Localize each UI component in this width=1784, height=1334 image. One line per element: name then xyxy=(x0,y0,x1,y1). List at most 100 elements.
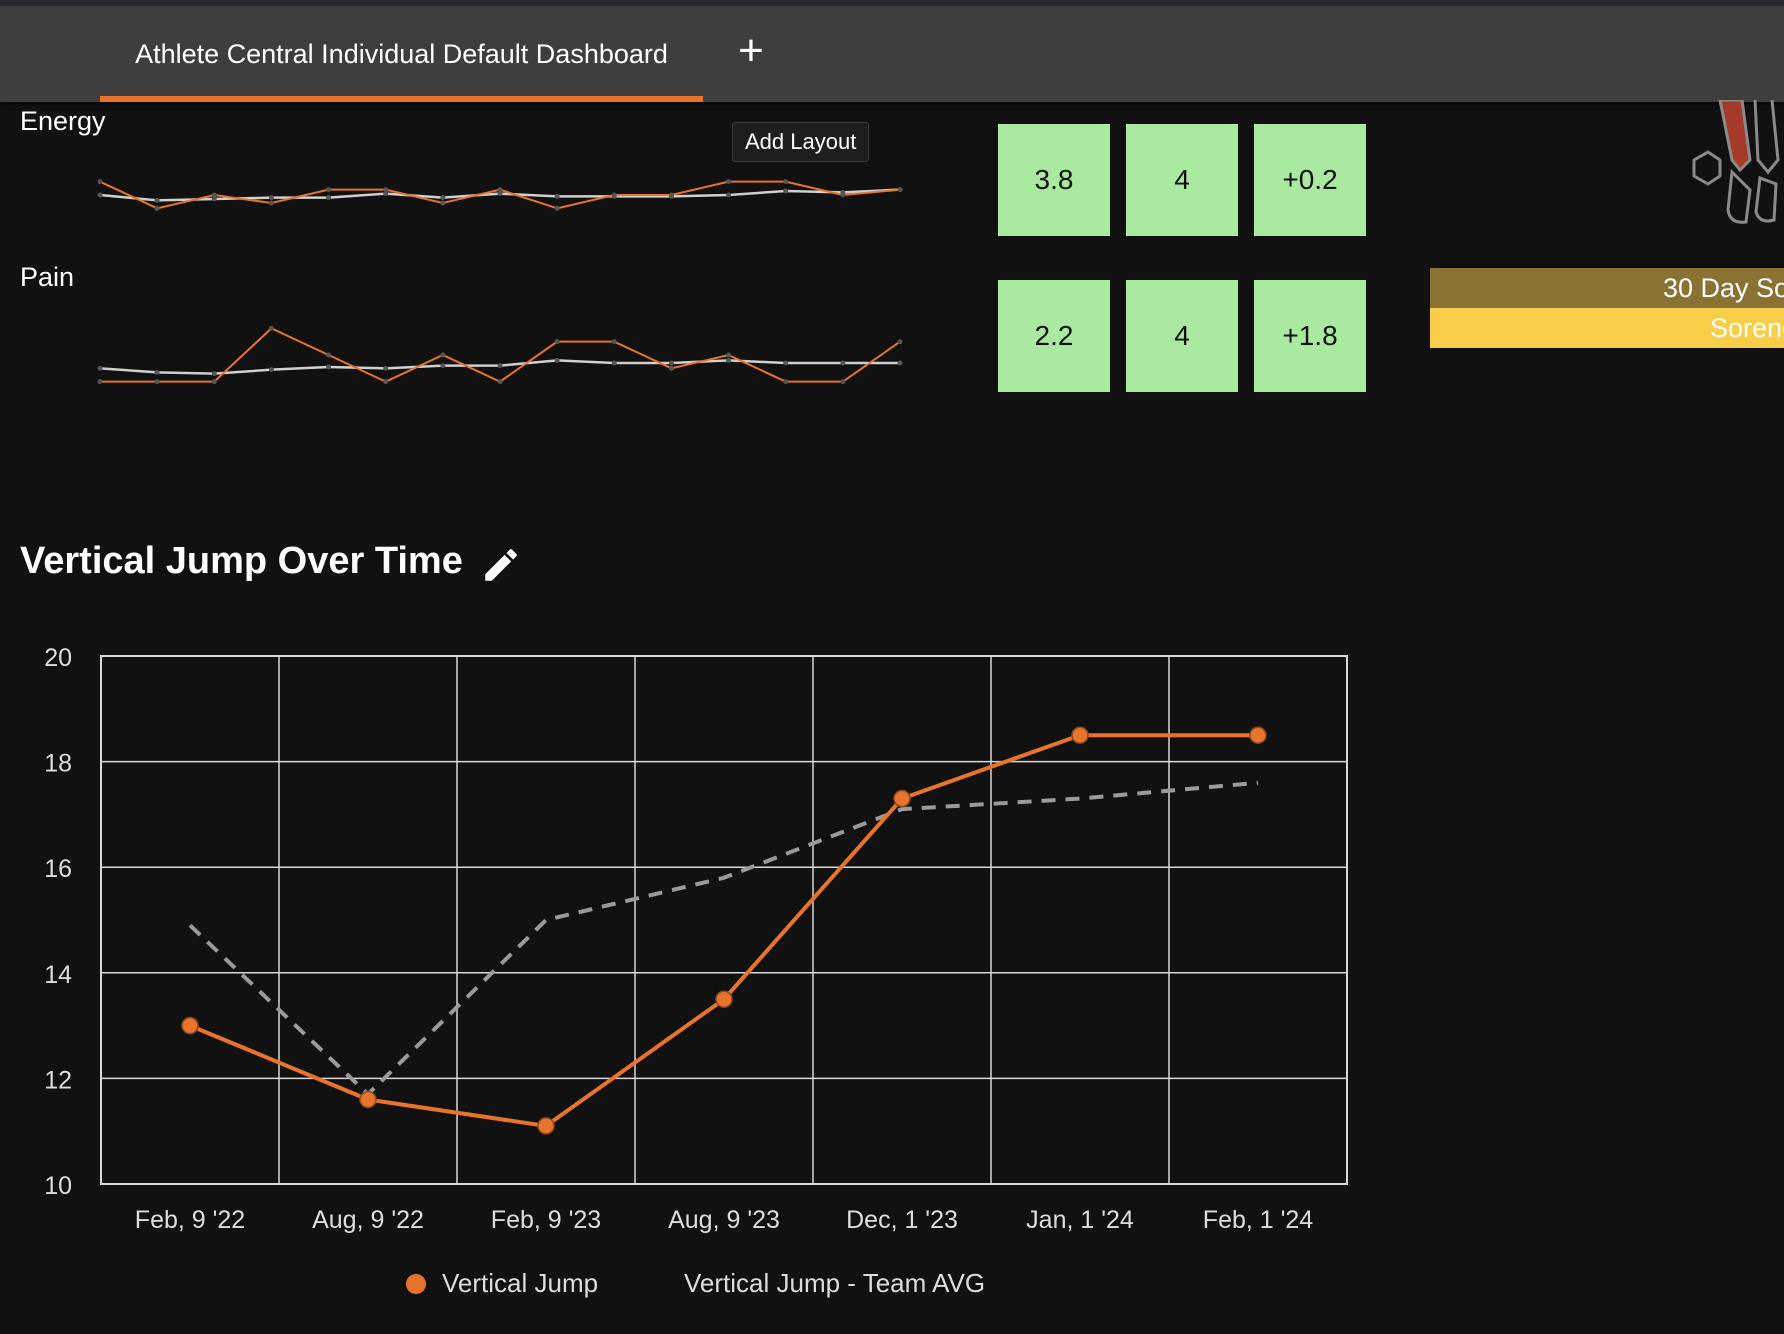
pain-tile-delta: +1.8 xyxy=(1254,280,1366,392)
energy-athlete-point xyxy=(611,192,617,198)
energy-athlete-point xyxy=(497,187,503,193)
vertical-jump-chart: 20 18 16 14 12 10 Feb, 9 '22 Aug, 9 '22 Feb, 9 '… xyxy=(44,644,1348,1234)
soreness-30-day-bar: 30 Day So xyxy=(1430,268,1784,308)
x-tick-label: Feb, 9 '22 xyxy=(135,1206,245,1234)
y-tick-label: 18 xyxy=(44,750,72,778)
y-tick-label: 12 xyxy=(44,1066,72,1094)
legend-label-athlete: Vertical Jump xyxy=(442,1268,599,1298)
pain-team-point xyxy=(383,365,389,371)
tab-athlete-dashboard[interactable]: Athlete Central Individual Default Dashb… xyxy=(135,38,668,69)
energy-athlete-point xyxy=(211,192,217,198)
top-strip xyxy=(0,0,1784,6)
energy-team-point xyxy=(154,197,160,203)
pain-team-point xyxy=(97,365,103,371)
pain-athlete-point xyxy=(97,379,103,385)
pain-team-point xyxy=(840,360,846,366)
x-tick-label: Aug, 9 '23 xyxy=(668,1206,780,1234)
pain-athlete-point xyxy=(726,352,732,358)
vertical-jump-point[interactable] xyxy=(715,990,733,1008)
pain-team-point xyxy=(326,364,332,370)
energy-athlete-point xyxy=(668,192,674,198)
energy-team-point xyxy=(268,195,274,201)
energy-athlete-point xyxy=(154,205,160,211)
legend-team-avg[interactable]: Vertical Jump - Team AVG xyxy=(684,1268,985,1299)
add-tab-button[interactable]: + xyxy=(738,26,764,75)
energy-tile-delta: +0.2 xyxy=(1254,124,1366,236)
pain-team-point xyxy=(554,357,560,363)
pain-team-point xyxy=(726,357,732,363)
pencil-icon[interactable] xyxy=(480,544,522,586)
pain-athlete-point xyxy=(154,379,160,385)
pain-athlete-point xyxy=(497,379,503,385)
y-tick-label: 14 xyxy=(44,961,72,989)
x-tick-label: Aug, 9 '22 xyxy=(312,1206,424,1234)
vertical-jump-point[interactable] xyxy=(537,1117,555,1135)
pain-athlete-point xyxy=(383,379,389,385)
pain-team-point xyxy=(897,360,903,366)
energy-athlete-point xyxy=(840,192,846,198)
vertical-jump-point[interactable] xyxy=(893,789,911,808)
pain-team-point xyxy=(497,363,503,369)
tab-bar: Athlete Central Individual Default Dashb… xyxy=(0,6,1784,102)
pain-tile-target: 4 xyxy=(1126,280,1238,392)
energy-athlete-point xyxy=(268,200,274,206)
body-map-figure[interactable] xyxy=(1680,100,1784,240)
legend-dot-icon xyxy=(406,1273,426,1294)
energy-athlete-point xyxy=(783,179,789,185)
add-layout-tooltip: Add Layout xyxy=(732,122,870,162)
pain-athlete-point xyxy=(897,339,903,345)
energy-athlete-point xyxy=(326,187,332,193)
pain-team-point xyxy=(611,360,617,366)
energy-team-point xyxy=(497,191,503,197)
vertical-jump-point[interactable] xyxy=(1249,726,1267,744)
energy-team-point xyxy=(783,188,789,194)
team-avg-line xyxy=(188,780,1259,1098)
energy-athlete-point xyxy=(97,179,103,185)
y-tick-label: 16 xyxy=(44,855,72,883)
vertical-jump-line xyxy=(189,733,1258,1129)
pain-label: Pain xyxy=(20,262,75,292)
energy-label: Energy xyxy=(20,106,106,136)
energy-tile-target: 4 xyxy=(1126,124,1238,236)
energy-team-point xyxy=(383,191,389,197)
energy-team-point xyxy=(440,195,446,201)
pain-team-point xyxy=(783,360,789,366)
y-tick-label: 20 xyxy=(44,644,72,672)
x-tick-label: Jan, 1 '24 xyxy=(1026,1206,1134,1234)
pain-athlete-point xyxy=(668,365,674,371)
energy-team-point xyxy=(211,196,217,202)
pain-tile-current: 2.2 xyxy=(998,280,1110,392)
pain-athlete-point xyxy=(840,379,846,385)
x-tick-label: Feb, 9 '23 xyxy=(491,1206,601,1234)
vertical-jump-point[interactable] xyxy=(1071,726,1089,744)
pain-team-point xyxy=(268,367,274,373)
pain-sparkline xyxy=(97,325,903,385)
soreness-bar: Sorenc xyxy=(1430,308,1784,348)
pain-athlete-point xyxy=(211,379,217,385)
pain-team-point xyxy=(668,360,674,366)
chart-title: Vertical Jump Over Time xyxy=(20,540,463,582)
y-tick-label: 10 xyxy=(44,1172,72,1200)
energy-athlete-point xyxy=(383,187,389,193)
legend-label-team: Vertical Jump - Team AVG xyxy=(684,1268,986,1298)
pain-team-point xyxy=(211,371,217,377)
legend-vertical-jump[interactable]: Vertical Jump xyxy=(406,1268,598,1299)
pain-athlete-point xyxy=(554,339,560,345)
vertical-jump-point[interactable] xyxy=(359,1090,377,1109)
pain-athlete-point xyxy=(783,379,789,385)
energy-athlete-point xyxy=(897,187,903,193)
energy-team-point xyxy=(97,192,103,198)
energy-team-point xyxy=(326,195,332,201)
pain-team-point xyxy=(154,369,160,375)
energy-athlete-point xyxy=(440,200,446,206)
energy-team-point xyxy=(726,192,732,198)
energy-team-point xyxy=(554,193,560,199)
pain-athlete-point xyxy=(611,339,617,345)
energy-sparkline xyxy=(97,179,903,211)
pain-athlete-point xyxy=(268,325,274,331)
pain-team-point xyxy=(440,363,446,369)
energy-athlete-point xyxy=(554,205,560,211)
energy-tile-current: 3.8 xyxy=(998,124,1110,236)
vertical-jump-point[interactable] xyxy=(181,1016,199,1035)
x-tick-label: Dec, 1 '23 xyxy=(846,1206,958,1234)
